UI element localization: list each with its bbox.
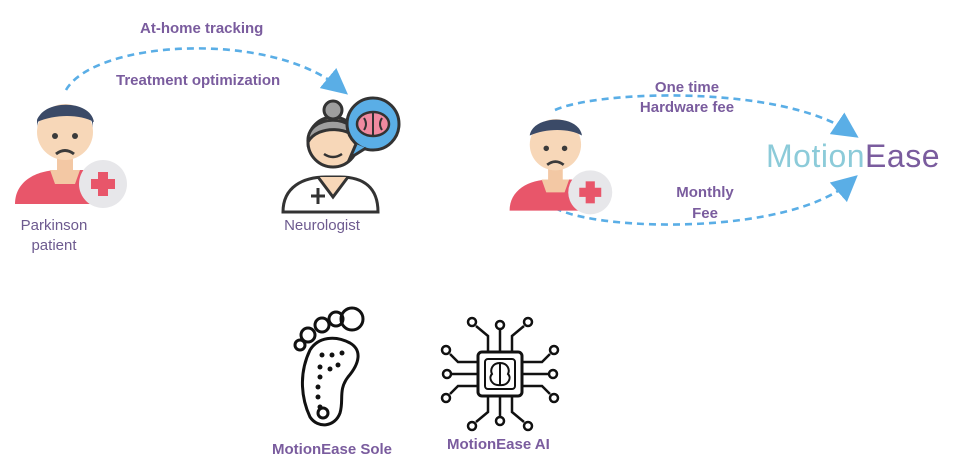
hardware-fee-label: Hardware fee xyxy=(639,99,735,116)
brand-part-motion: Motion xyxy=(766,138,866,174)
neurologist-label: Neurologist xyxy=(284,217,360,234)
at-home-tracking-label: At-home tracking xyxy=(140,20,264,37)
patient-icon xyxy=(15,104,127,208)
motionease-sole-label: MotionEase Sole xyxy=(272,441,393,458)
patient-label-line1: Parkinson xyxy=(20,217,88,234)
monthly-fee-arrow xyxy=(554,175,858,226)
treatment-optimization-label: Treatment optimization xyxy=(116,72,281,89)
ai-chip-icon xyxy=(440,316,560,432)
neurologist-icon xyxy=(281,96,401,214)
monthly-label: Monthly xyxy=(676,184,734,201)
patient-label-line2: patient xyxy=(31,237,77,254)
fee-label: Fee xyxy=(692,205,718,222)
brand-part-ease: Ease xyxy=(865,138,940,174)
one-time-label: One time xyxy=(654,79,720,96)
motionease-ai-label: MotionEase AI xyxy=(447,436,550,453)
patient-icon-right xyxy=(509,119,613,215)
hardware-fee-arrow xyxy=(554,94,859,138)
footprint-icon xyxy=(293,306,365,427)
motionease-logo: MotionEase xyxy=(766,138,940,175)
